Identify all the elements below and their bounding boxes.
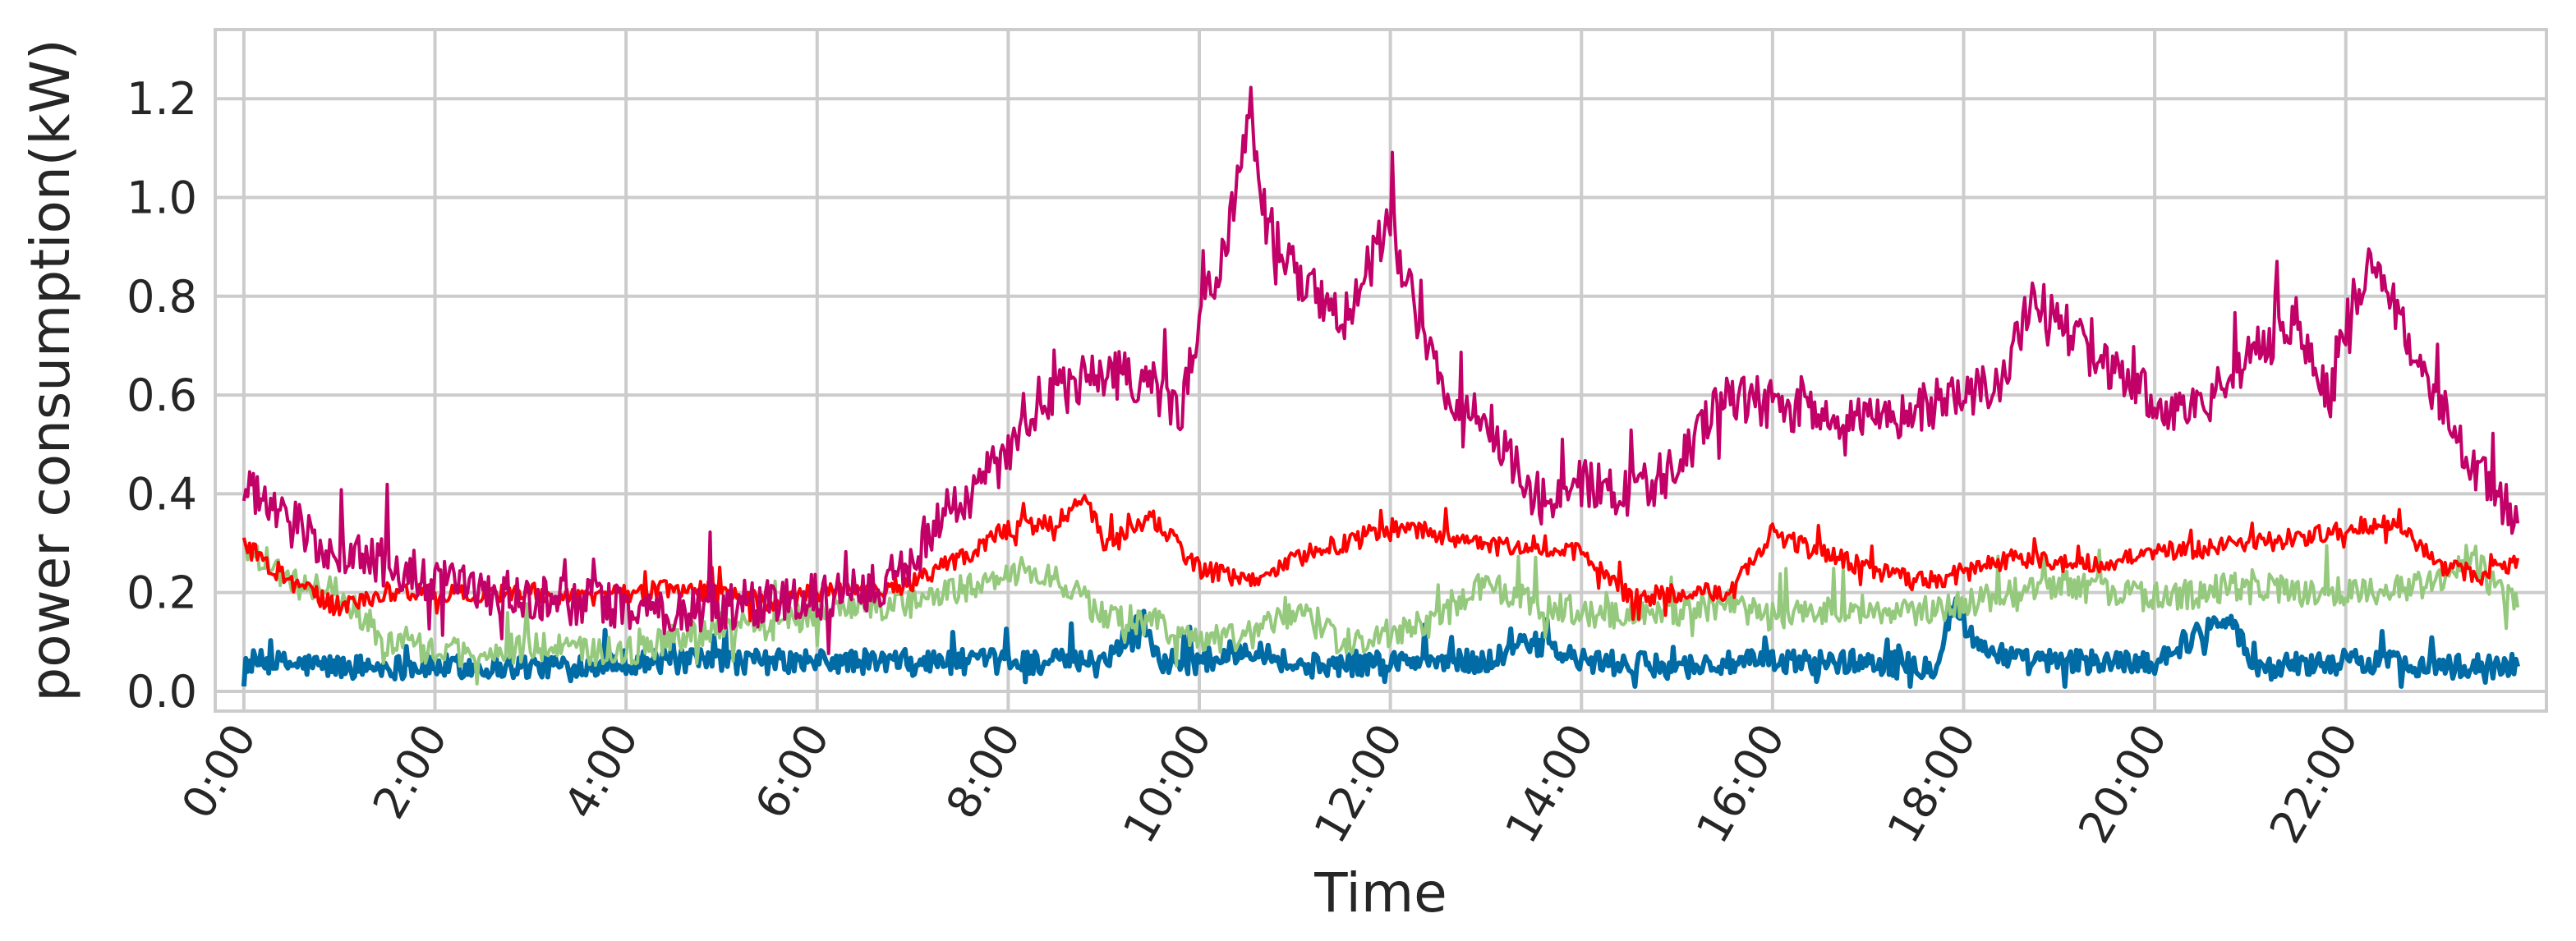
axes-frame — [214, 28, 2548, 713]
y-tick-label: 0.2 — [126, 567, 197, 619]
x-gridlines — [242, 30, 2348, 711]
x-tick-label: 10:00 — [1113, 715, 1221, 851]
y-tick-label: 0.6 — [126, 370, 197, 421]
y-tick-label: 0.8 — [126, 271, 197, 323]
x-tick-label: 14:00 — [1495, 715, 1603, 851]
series-layer — [241, 85, 2521, 689]
x-tick-label: 6:00 — [745, 715, 840, 828]
y-tick-label: 1.0 — [126, 172, 197, 223]
x-tick-label: 2:00 — [363, 715, 458, 828]
y-tick-label: 0.4 — [126, 468, 197, 520]
x-tick-label: 18:00 — [1877, 715, 1985, 851]
series-line — [242, 543, 2520, 686]
x-tick-label: 12:00 — [1304, 715, 1413, 851]
x-tick-labels: 0:00 2:00 4:00 6:00 8:00 10:00 12:00 14:00 16:00… — [172, 715, 2368, 851]
x-axis-label: Time — [1313, 861, 1447, 925]
x-tick-label: 4:00 — [554, 715, 648, 828]
series-line — [242, 85, 2520, 655]
y-tick-labels: 0.0 0.2 0.4 0.6 0.8 1.0 1.2 — [126, 73, 197, 718]
x-tick-label: 22:00 — [2260, 715, 2368, 851]
x-tick-label: 16:00 — [1686, 715, 1795, 851]
y-tick-label: 0.0 — [126, 666, 197, 718]
series-line — [242, 493, 2520, 622]
y-axis-label: power consumption(kW) — [19, 39, 82, 701]
x-tick-label: 8:00 — [936, 715, 1030, 828]
x-tick-label: 0:00 — [172, 715, 266, 828]
x-tick-label: 20:00 — [2068, 715, 2177, 851]
y-tick-label: 1.2 — [126, 73, 197, 125]
